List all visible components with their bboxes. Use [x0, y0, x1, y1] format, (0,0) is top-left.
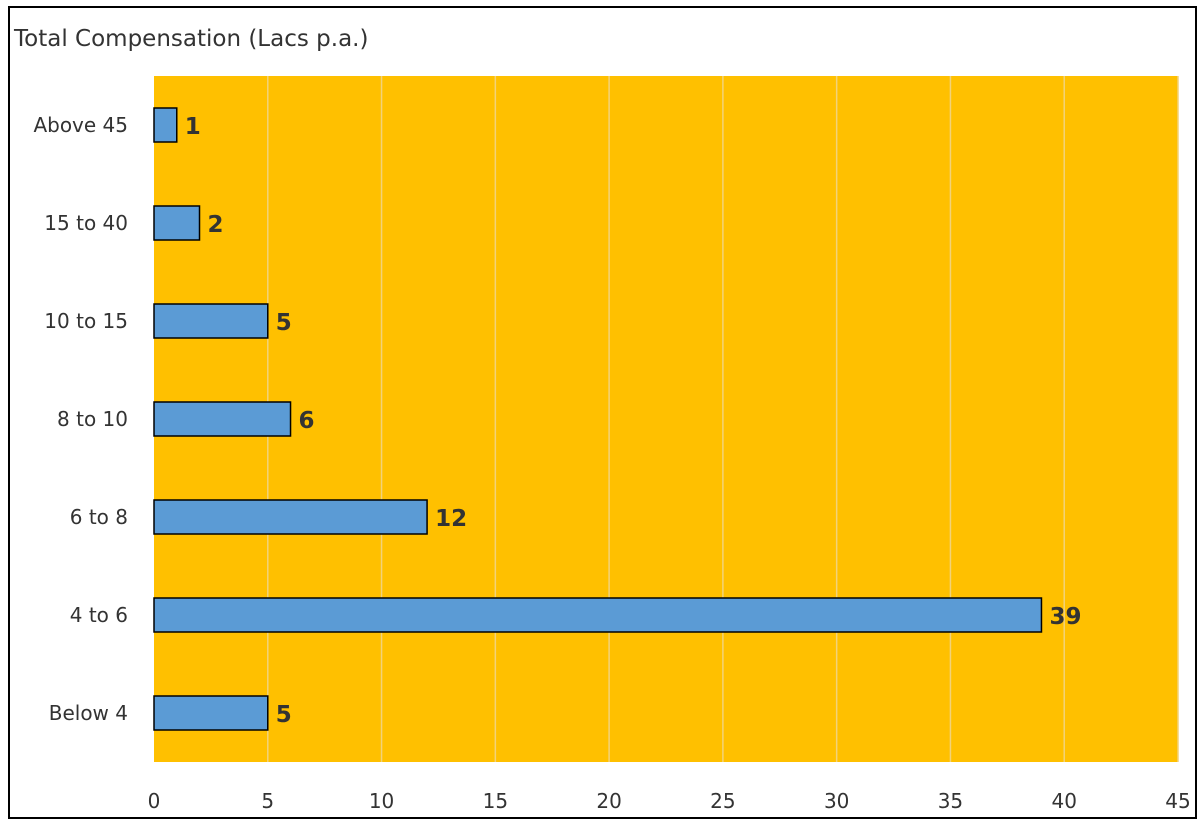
data-labels: 5 39 12 6 5 2 1	[185, 114, 1082, 728]
x-tick-label: 20	[596, 789, 621, 813]
bar	[153, 695, 269, 731]
data-label: 5	[276, 702, 292, 728]
x-tick-label: 25	[710, 789, 735, 813]
bar	[153, 401, 292, 437]
x-tick-label: 35	[938, 789, 963, 813]
category-label: 4 to 6	[70, 603, 128, 627]
chart-title: Total Compensation (Lacs p.a.)	[14, 26, 369, 52]
category-labels: Below 4 4 to 6 6 to 8 8 to 10 10 to 15 15 to …	[33, 113, 128, 725]
data-label: 5	[276, 310, 292, 336]
x-tick-label: 45	[1165, 789, 1190, 813]
category-label: Above 45	[33, 113, 128, 137]
x-tick-label: 40	[1051, 789, 1076, 813]
plot-area	[154, 76, 1178, 762]
bar	[153, 303, 269, 339]
x-tick-label: 5	[261, 789, 274, 813]
bar	[153, 107, 178, 143]
bar	[153, 499, 428, 535]
x-tick-label: 15	[483, 789, 508, 813]
category-label: 15 to 40	[44, 211, 128, 235]
data-label: 12	[435, 506, 467, 532]
bar	[153, 205, 201, 241]
data-label: 2	[208, 212, 224, 238]
gridlines	[267, 76, 1179, 762]
bars	[153, 107, 1043, 731]
category-label: 10 to 15	[44, 309, 128, 333]
category-label: 8 to 10	[57, 407, 128, 431]
data-label: 6	[299, 408, 315, 434]
bar	[153, 597, 1043, 633]
x-tick-label: 30	[824, 789, 849, 813]
x-tick-labels: 0 5 10 15 20 25 30 35 40 45	[148, 789, 1191, 813]
category-label: 6 to 8	[70, 505, 128, 529]
data-label: 1	[185, 114, 201, 140]
x-tick-label: 10	[369, 789, 394, 813]
category-label: Below 4	[49, 701, 128, 725]
data-label: 39	[1049, 604, 1081, 630]
x-tick-label: 0	[148, 789, 161, 813]
